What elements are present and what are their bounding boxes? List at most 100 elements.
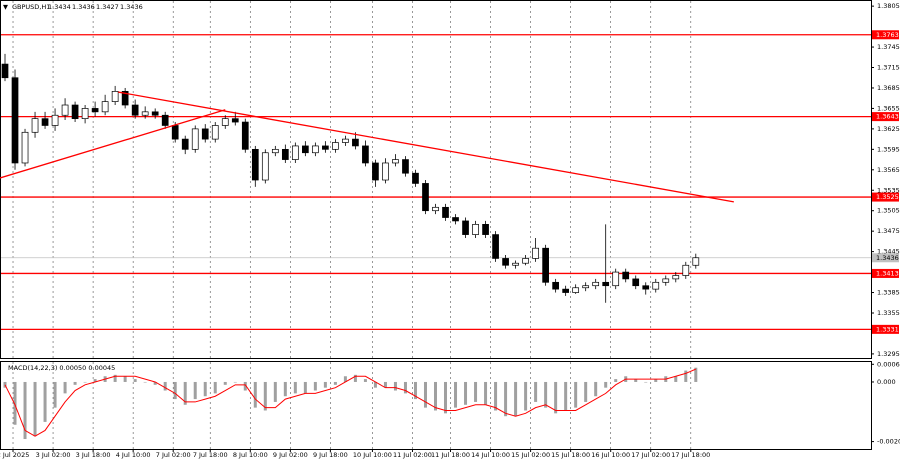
macd-bar [634, 379, 638, 382]
x-tick-label: 11 Jul 18:00 [431, 451, 470, 459]
current-price-box [872, 253, 899, 263]
candle-body [642, 285, 650, 290]
y-tick-label: 1.3685 [877, 84, 900, 92]
x-tick-label: 4 Jul 10:00 [116, 451, 151, 459]
macd-bar [313, 381, 317, 391]
macd-bar [83, 381, 87, 383]
candle-body [542, 247, 549, 283]
macd-signal [4, 368, 696, 437]
candle-body [201, 128, 209, 140]
macd-bar [564, 381, 568, 411]
candle-body [21, 131, 29, 164]
candle-body [452, 217, 459, 222]
y-tick-label: 0.00062 [877, 360, 900, 368]
candle-body [231, 118, 239, 123]
macd-bar [454, 381, 458, 408]
candle-body [322, 145, 329, 150]
level-label: 1.3643 [876, 113, 899, 121]
candle-body [281, 148, 289, 160]
macd-bar [173, 381, 177, 400]
macd-bar [263, 381, 267, 411]
macd-bar [393, 381, 397, 391]
macd-bar [654, 379, 658, 382]
macd-bar [373, 381, 377, 388]
macd-bar [644, 381, 648, 383]
candle-body [462, 220, 469, 235]
candle-body [11, 77, 19, 164]
candle-body [652, 281, 660, 290]
y-tick-label: 1.3625 [877, 125, 900, 133]
x-tick-label: 9 Jul 18:00 [313, 451, 348, 459]
x-tick-label: 3 Jul 02:00 [36, 451, 71, 459]
macd-bar [113, 374, 117, 382]
candle-body [692, 257, 700, 266]
macd-bar [524, 381, 528, 411]
macd-bar [63, 381, 67, 394]
macd-bar [323, 381, 327, 388]
main-panel [0, 0, 872, 359]
candle-body [251, 148, 259, 181]
macd-bar [53, 381, 57, 408]
candle-body [171, 125, 179, 140]
candle-body [432, 206, 439, 212]
macd-bar [413, 381, 417, 400]
level-label: 1.3331 [876, 325, 899, 333]
candle-body [41, 118, 49, 126]
macd-bar [614, 379, 618, 382]
candle-body [592, 281, 600, 287]
y-tick-label: 1.3595 [877, 145, 900, 153]
macd-bar [33, 381, 37, 437]
macd-label: MACD(14,22,3) 0.00050 0.00045 [8, 364, 115, 372]
candle-body [352, 138, 359, 147]
macd-bar [504, 381, 508, 417]
x-tick-label: 10 Jul 10:00 [353, 451, 392, 459]
candle-body [472, 223, 479, 235]
candle-body [482, 223, 489, 235]
candle-body [181, 138, 189, 150]
y-tick-label: 1.3385 [877, 289, 900, 297]
x-tick-label: 16 Jul 10:00 [591, 451, 630, 459]
macd-bar [494, 381, 498, 411]
candle-body [261, 152, 269, 181]
level-box [872, 30, 899, 40]
candle-body [632, 278, 640, 287]
macd-bar [163, 381, 167, 391]
macd-bar [444, 381, 448, 414]
candle-body [522, 258, 529, 264]
candle-body [602, 281, 610, 287]
trendline [0, 109, 226, 179]
candle-body [682, 264, 690, 276]
y-tick-label: 1.3535 [877, 186, 900, 194]
candle-body [91, 108, 99, 113]
macd-bar [93, 379, 97, 382]
macd-bar [353, 374, 357, 382]
candle-body [141, 111, 149, 116]
y-tick-label: 1.3445 [877, 248, 900, 256]
candle-body [71, 104, 79, 120]
candle-body [672, 275, 680, 280]
y-tick-label: 1.3715 [877, 64, 900, 72]
candle-body [291, 145, 299, 160]
candle-body [392, 159, 399, 164]
macd-bar [554, 381, 558, 414]
macd-bar [123, 376, 127, 382]
macd-bar [203, 381, 207, 397]
macd-bar [223, 381, 227, 385]
level-label: 1.3525 [876, 193, 899, 201]
candle-body [422, 183, 429, 212]
macd-bar [233, 381, 237, 383]
candle-body [111, 91, 119, 102]
macd-bar [13, 381, 17, 425]
candle-body [382, 162, 389, 181]
candle-body [612, 271, 620, 287]
candle-body [241, 121, 249, 150]
y-tick-label: 1.3655 [877, 104, 900, 112]
y-tick-label: 1.3355 [877, 309, 900, 317]
candle-body [312, 145, 319, 154]
header-ohlc: 1.3436 [72, 3, 95, 11]
candle-body [342, 138, 349, 143]
candle-body [492, 234, 499, 259]
candle-body [412, 172, 419, 184]
candle-body [502, 258, 509, 266]
y-tick-label: 1.3295 [877, 350, 900, 358]
